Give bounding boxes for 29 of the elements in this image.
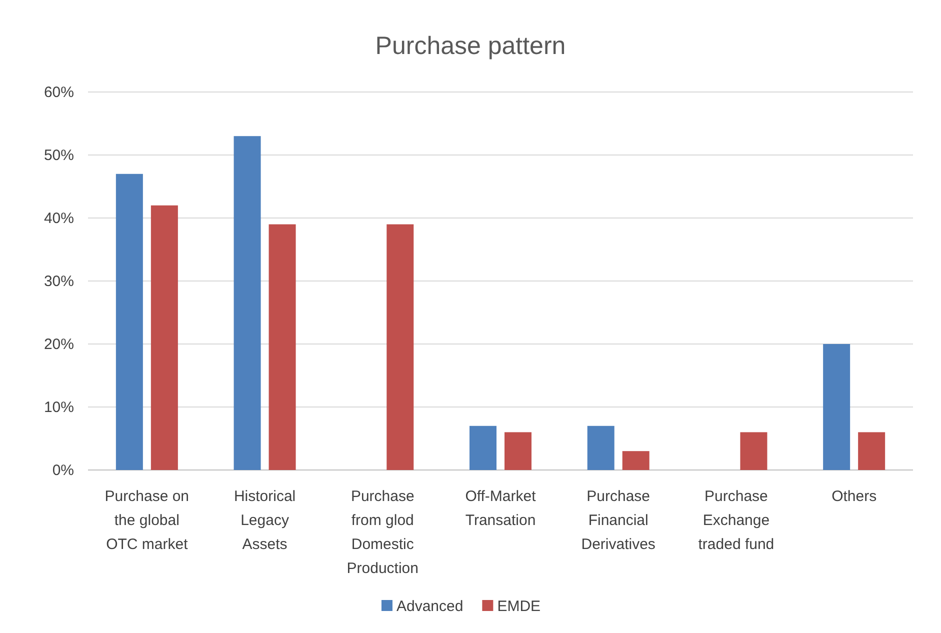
chart-title: Purchase pattern (375, 32, 566, 60)
bar (823, 344, 850, 470)
bar (150, 205, 178, 470)
bar (234, 136, 261, 470)
legend-label: Advanced (396, 598, 464, 615)
bar (622, 451, 650, 470)
x-tick-label: Historical Legacy Assets (234, 488, 296, 553)
x-tick-label: Others (832, 488, 877, 505)
y-tick-label: 20% (44, 336, 74, 353)
x-tick-label: Purchase from glod Domestic Production (346, 488, 418, 577)
bar (587, 426, 614, 470)
x-tick-label: Purchase Exchange traded fund (698, 488, 774, 553)
y-tick-label: 60% (44, 84, 74, 101)
bar (268, 224, 296, 470)
bar (504, 432, 532, 470)
y-tick-label: 50% (44, 147, 74, 164)
y-tick-label: 10% (44, 399, 74, 416)
bar (116, 174, 143, 470)
x-tick-label: Off-Market Transation (465, 488, 537, 529)
bar (858, 432, 886, 470)
y-tick-label: 40% (44, 210, 74, 227)
x-tick-label: Purchase Financial Derivatives (581, 488, 656, 553)
bar (470, 426, 496, 470)
bar (740, 432, 768, 470)
y-tick-label: 30% (44, 273, 74, 290)
bar (386, 224, 414, 470)
y-tick-label: 0% (52, 462, 74, 479)
x-tick-label: Purchase on the global OTC market (104, 488, 190, 553)
legend-label: EMDE (497, 598, 541, 615)
